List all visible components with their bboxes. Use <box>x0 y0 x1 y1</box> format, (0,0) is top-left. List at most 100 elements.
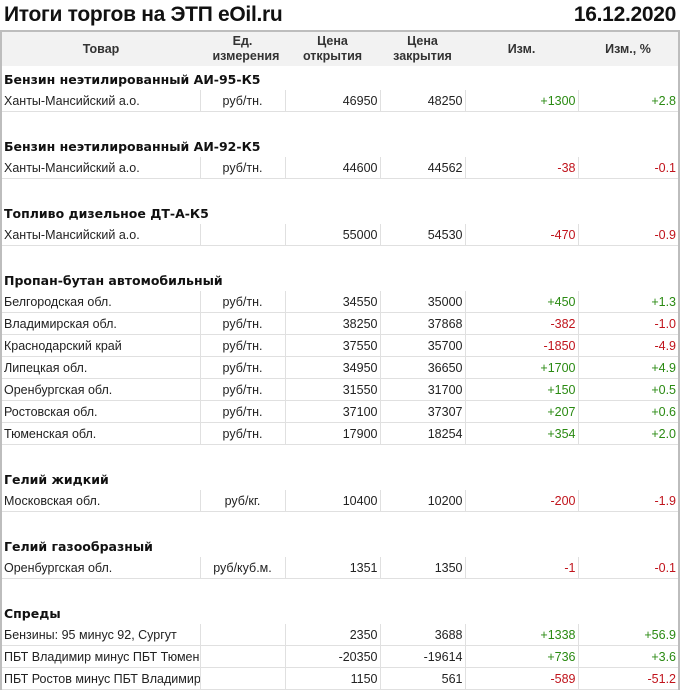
spacer-row <box>2 112 678 134</box>
cell-change: -1 <box>464 557 578 579</box>
cell-unit: руб/тн. <box>199 291 285 313</box>
section-header-row: Спреды <box>2 600 678 624</box>
spacer-row <box>2 579 678 601</box>
table-row: Оренбургская обл. руб/тн. 31550 31700 +150 +0… <box>2 378 678 401</box>
section-header-row: Топливо дизельное ДТ-А-К5 <box>2 200 678 224</box>
cell-location: Ханты-Мансийский а.о. <box>2 90 200 112</box>
cell-change-pct: +3.6 <box>577 645 678 668</box>
cell-close-price: 35000 <box>379 291 465 313</box>
cell-change: +354 <box>464 422 578 445</box>
cell-change-pct: -4.9 <box>577 334 678 357</box>
cell-open-price: 37550 <box>284 334 380 357</box>
cell-change: +736 <box>464 645 578 668</box>
cell-unit: руб/тн. <box>199 378 285 401</box>
cell-change: +450 <box>464 291 578 313</box>
spacer-cell <box>2 579 678 601</box>
col-header-change: Изм. <box>465 32 578 66</box>
cell-location: ПБТ Владимир минус ПБТ Тюмень <box>2 645 200 668</box>
table-row: Липецкая обл. руб/тн. 34950 36650 +1700 +4.9 <box>2 356 678 379</box>
cell-unit: руб/тн. <box>199 356 285 379</box>
cell-location: Владимирская обл. <box>2 312 200 335</box>
table-row: Ханты-Мансийский а.о. руб/тн. 46950 48250 +1… <box>2 90 678 112</box>
cell-location: Краснодарский край <box>2 334 200 357</box>
cell-change: -382 <box>464 312 578 335</box>
cell-change-pct: -0.1 <box>577 557 678 579</box>
cell-open-price: 1150 <box>284 667 380 690</box>
cell-open-price: 38250 <box>284 312 380 335</box>
cell-change-pct: -1.9 <box>577 490 678 512</box>
spacer-cell <box>2 246 678 268</box>
results-table: Товар Ед. измерения Цена открытия Цена з… <box>2 32 678 690</box>
cell-change: +1700 <box>464 356 578 379</box>
col-header-unit: Ед. измерения <box>200 32 285 66</box>
cell-open-price: 46950 <box>284 90 380 112</box>
spacer-cell <box>2 179 678 201</box>
col-header-unit-label: Ед. измерения <box>212 34 280 63</box>
col-header-product: Товар <box>2 32 200 66</box>
cell-open-price: 2350 <box>284 624 380 646</box>
section-header-row: Пропан-бутан автомобильный <box>2 267 678 291</box>
cell-open-price: 34550 <box>284 291 380 313</box>
table-row: ПБТ Владимир минус ПБТ Тюмень -20350 -1961… <box>2 645 678 668</box>
cell-location: Липецкая обл. <box>2 356 200 379</box>
cell-open-price: 17900 <box>284 422 380 445</box>
section-title: Пропан-бутан автомобильный <box>4 273 223 288</box>
section-title: Гелий газообразный <box>4 539 153 554</box>
cell-close-price: 561 <box>379 667 465 690</box>
cell-unit <box>199 645 285 668</box>
cell-close-price: 44562 <box>379 157 465 179</box>
cell-change: +207 <box>464 400 578 423</box>
cell-change-pct: +1.3 <box>577 291 678 313</box>
cell-open-price: 10400 <box>284 490 380 512</box>
spacer-row <box>2 445 678 467</box>
cell-change-pct: -1.0 <box>577 312 678 335</box>
cell-close-price: 37307 <box>379 400 465 423</box>
cell-location: Тюменская обл. <box>2 422 200 445</box>
spacer-row <box>2 512 678 534</box>
cell-location: Бензины: 95 минус 92, Сургут <box>2 624 200 646</box>
cell-open-price: 34950 <box>284 356 380 379</box>
cell-change: +1338 <box>464 624 578 646</box>
cell-unit: руб/тн. <box>199 312 285 335</box>
cell-open-price: 31550 <box>284 378 380 401</box>
cell-change-pct: +2.8 <box>577 90 678 112</box>
cell-change: -470 <box>464 224 578 246</box>
cell-unit: руб/куб.м. <box>199 557 285 579</box>
cell-change-pct: +0.5 <box>577 378 678 401</box>
cell-unit <box>199 624 285 646</box>
section-title: Гелий жидкий <box>4 472 109 487</box>
cell-location: ПБТ Ростов минус ПБТ Владимир <box>2 667 200 690</box>
cell-unit: руб/тн. <box>199 157 285 179</box>
cell-close-price: 3688 <box>379 624 465 646</box>
cell-unit <box>199 224 285 246</box>
spacer-row <box>2 179 678 201</box>
cell-change-pct: -51.2 <box>577 667 678 690</box>
cell-close-price: 36650 <box>379 356 465 379</box>
section-title: Бензин неэтилированный АИ-92-К5 <box>4 139 261 154</box>
results-table-container: Товар Ед. измерения Цена открытия Цена з… <box>0 30 680 690</box>
section-header-row: Бензин неэтилированный АИ-92-К5 <box>2 133 678 157</box>
cell-unit: руб/кг. <box>199 490 285 512</box>
section-title: Топливо дизельное ДТ-А-К5 <box>4 206 209 221</box>
cell-change: -38 <box>464 157 578 179</box>
cell-change-pct: +4.9 <box>577 356 678 379</box>
cell-location: Белгородская обл. <box>2 291 200 313</box>
cell-change-pct: -0.9 <box>577 224 678 246</box>
cell-close-price: 54530 <box>379 224 465 246</box>
spacer-cell <box>2 445 678 467</box>
spacer-cell <box>2 512 678 534</box>
cell-open-price: 37100 <box>284 400 380 423</box>
section-header-row: Гелий газообразный <box>2 533 678 557</box>
page-title: Итоги торгов на ЭТП eOil.ru <box>4 3 283 26</box>
section-title: Спреды <box>4 606 61 621</box>
cell-close-price: 18254 <box>379 422 465 445</box>
table-row: Краснодарский край руб/тн. 37550 35700 -1850… <box>2 334 678 357</box>
cell-unit <box>199 667 285 690</box>
cell-change-pct: -0.1 <box>577 157 678 179</box>
col-header-close-label: Цена закрытия <box>393 34 452 63</box>
cell-close-price: 48250 <box>379 90 465 112</box>
table-row: Бензины: 95 минус 92, Сургут 2350 3688 +133… <box>2 624 678 646</box>
cell-open-price: 1351 <box>284 557 380 579</box>
cell-location: Московская обл. <box>2 490 200 512</box>
table-row: Владимирская обл. руб/тн. 38250 37868 -382 -1… <box>2 312 678 335</box>
